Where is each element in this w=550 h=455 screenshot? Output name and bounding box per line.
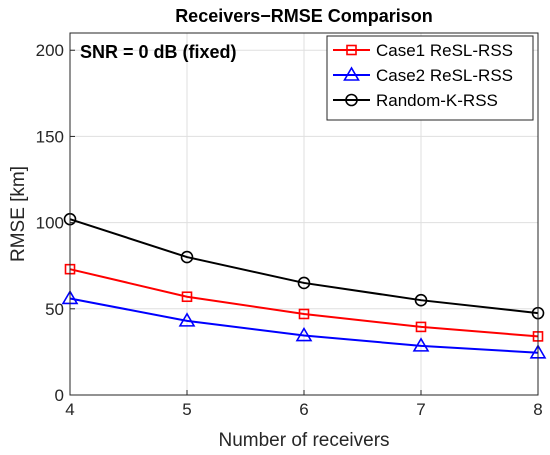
legend-label: Case1 ReSL-RSS [376,41,513,60]
y-tick-label: 100 [36,214,64,233]
data-point [181,291,193,303]
chart-title: Receivers−RMSE Comparison [175,6,433,26]
y-axis-label: RMSE [km] [8,166,29,262]
series-line [69,297,539,354]
series-line [69,268,539,338]
legend-label: Case2 ReSL-RSS [376,66,513,85]
series-line [69,218,539,315]
y-ticks: 0 50 100 150 200 [36,41,75,405]
legend: Case1 ReSL-RSS Case2 ReSL-RSS Random-K-RSS [326,35,534,121]
data-point [295,326,313,342]
data-point [415,321,427,333]
snr-annotation: SNR = 0 dB (fixed) [80,42,237,62]
y-tick-label: 150 [36,127,64,146]
legend-item: Case2 ReSL-RSS [333,66,513,85]
legend-marker [345,93,358,107]
y-tick-label: 0 [55,386,64,405]
data-point [178,312,196,327]
y-tick-label: 200 [36,41,64,60]
series-layer [61,212,547,359]
x-axis-label: Number of receivers [218,430,389,451]
data-point [412,337,430,352]
x-tick-label: 7 [416,400,425,419]
data-point [298,308,310,320]
data-point [180,250,194,264]
legend-marker [346,44,357,56]
x-tick-label: 4 [65,400,74,419]
data-point [297,276,311,290]
legend-item: Case1 ReSL-RSS [333,41,513,60]
y-tick-label: 50 [45,300,64,319]
x-tick-label: 6 [299,400,308,419]
x-tick-label: 8 [533,400,542,419]
data-point [414,293,428,307]
legend-item: Random-K-RSS [333,91,498,110]
x-tick-label: 5 [182,400,191,419]
legend-marker [343,66,360,81]
x-ticks: 4 5 6 7 8 [65,390,543,419]
legend-label: Random-K-RSS [376,91,498,110]
